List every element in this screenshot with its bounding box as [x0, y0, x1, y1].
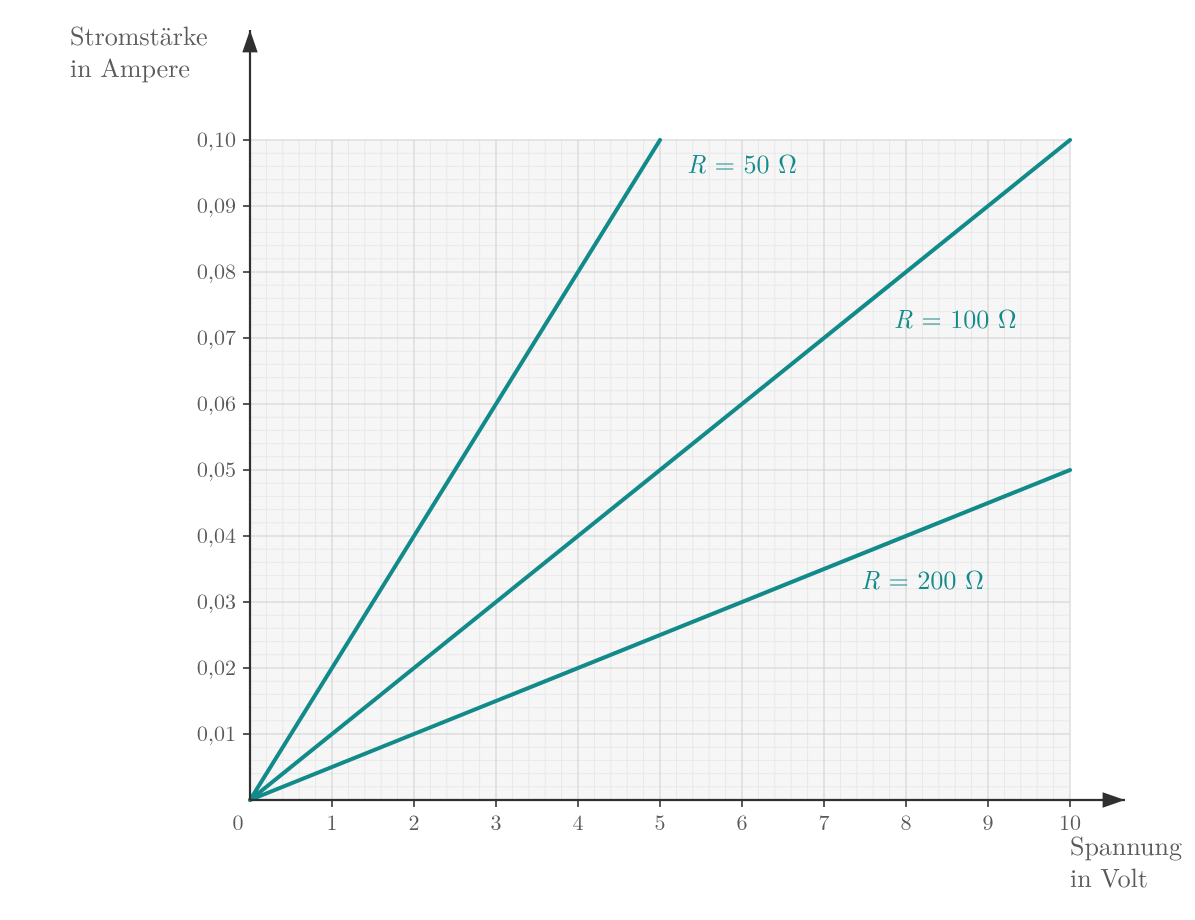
x-tick-label: 0: [232, 806, 243, 837]
x-tick-label: 9: [982, 806, 993, 837]
x-tick-label: 5: [654, 806, 665, 837]
y-tick-label: 0,03: [197, 585, 236, 616]
y-axis-label: Stromstärkein Ampere: [70, 16, 208, 85]
y-axis-arrow: [242, 30, 257, 52]
x-tick-label: 2: [408, 806, 419, 837]
series-label-r200: R = 200 Ω: [861, 560, 984, 597]
series-label-r50: R = 50 Ω: [687, 144, 797, 181]
x-axis-label: Spannungin Volt: [1070, 826, 1182, 895]
x-tick-label: 1: [326, 806, 337, 837]
x-tick-label: 6: [736, 806, 747, 837]
y-tick-label: 0,01: [197, 717, 236, 748]
series-label-r100: R = 100 Ω: [894, 299, 1017, 336]
ohms-law-chart: 0123456789100,010,020,030,040,050,060,07…: [0, 0, 1195, 920]
y-tick-label: 0,05: [197, 453, 236, 484]
x-tick-label: 7: [818, 806, 829, 837]
y-tick-label: 0,10: [197, 123, 236, 154]
x-tick-label: 3: [490, 806, 501, 837]
x-tick-label: 8: [900, 806, 911, 837]
y-tick-label: 0,07: [197, 321, 236, 352]
y-tick-label: 0,04: [197, 519, 236, 550]
x-tick-label: 4: [572, 806, 583, 837]
y-tick-label: 0,08: [197, 255, 236, 286]
x-axis-arrow: [1103, 792, 1125, 807]
y-tick-label: 0,02: [197, 651, 236, 682]
y-tick-label: 0,09: [197, 189, 236, 220]
y-tick-label: 0,06: [197, 387, 236, 418]
